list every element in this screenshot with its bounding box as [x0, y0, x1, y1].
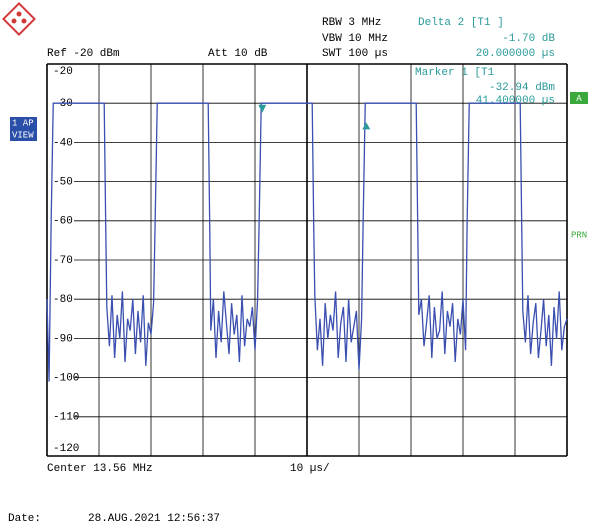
swt: SWT 100 µs: [322, 48, 388, 60]
y-tick-label: -110: [53, 412, 79, 424]
ref-level: Ref -20 dBm: [47, 48, 120, 60]
y-tick-label: -100: [53, 373, 79, 385]
y-tick-label: -60: [53, 216, 73, 228]
y-tick-label: -20: [53, 66, 73, 78]
delta-time: 20.000000 µs: [476, 48, 555, 60]
delta-title: Delta 2 [T1 ]: [418, 17, 504, 29]
trace: [46, 102, 568, 382]
delta-marker: [362, 122, 371, 130]
y-tick-label: -80: [53, 294, 73, 306]
marker-time: 41.400000 µs: [476, 95, 555, 107]
marker-title: Marker 1 [T1: [415, 67, 495, 79]
logo: [2, 2, 36, 36]
y-tick-label: -50: [53, 177, 73, 189]
attenuation: Att 10 dB: [208, 48, 268, 60]
date: 28.AUG.2021 12:56:37: [88, 513, 220, 525]
date-label: Date:: [8, 513, 41, 525]
y-tick-label: -30: [53, 98, 73, 110]
trace-box: [10, 117, 37, 141]
y-tick-label: -40: [53, 137, 73, 149]
a-label: A: [576, 94, 582, 104]
trace-view: VIEW: [12, 130, 34, 140]
time-per-div: 10 µs/: [290, 463, 330, 475]
trace-mode: 1 AP: [12, 118, 34, 128]
y-tick-label: -120: [53, 443, 79, 455]
marker-level: -32.94 dBm: [489, 82, 555, 94]
marker-1: [258, 104, 267, 113]
vbw: VBW 10 MHz: [322, 33, 388, 45]
plot: -20 -30 -40 -50 -60 -70 -80 -90 -100 -110 -120 Mark…: [46, 63, 568, 457]
delta-level: -1.70 dB: [502, 33, 555, 45]
rbw: RBW 3 MHz: [322, 17, 381, 29]
prn-label: PRN: [571, 230, 587, 240]
y-tick-label: -90: [53, 333, 73, 345]
y-tick-label: -70: [53, 255, 73, 267]
a-box: [570, 92, 588, 104]
center-freq: Center 13.56 MHz: [47, 463, 153, 475]
